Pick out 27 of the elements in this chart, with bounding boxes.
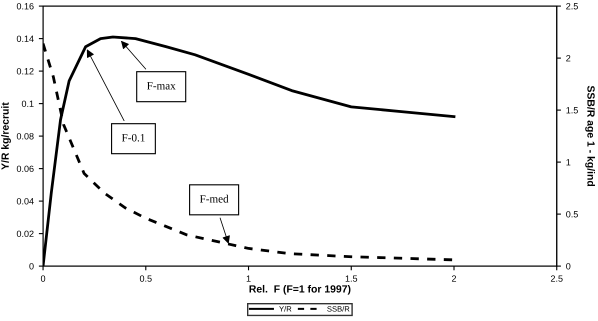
x-tick-label: 1.5 — [346, 275, 358, 282]
x-axis-title: Rel. F (F=1 for 1997) — [250, 284, 350, 295]
y-tick-label: 0 — [29, 263, 34, 270]
y2-tick-label: 1.5 — [566, 107, 578, 114]
y2-axis-title: SSB/R age 1 - kg/ind — [585, 86, 595, 186]
y-tick-label: 0.1 — [22, 100, 34, 107]
y-tick-label: 0.16 — [16, 3, 34, 10]
x-tick-label: 1 — [246, 275, 251, 282]
y-tick-label: 0.12 — [16, 68, 34, 74]
annotation: F-med — [200, 194, 228, 203]
y-tick-label: 0.04 — [16, 198, 34, 204]
y2-tick-label: 0 — [566, 263, 570, 270]
x-tick-label: 0 — [40, 275, 46, 282]
y2-tick-label: 1 — [566, 159, 570, 166]
y-tick-label: 0.02 — [16, 230, 34, 237]
y2-tick-label: 0.5 — [566, 211, 578, 218]
x-tick-label: 2.5 — [550, 275, 563, 282]
y2-tick-label: 2.5 — [566, 3, 578, 10]
x-tick-label: 2 — [452, 275, 456, 282]
annotation: F-0.1 — [122, 134, 145, 142]
y2-tick-label: 2 — [566, 55, 570, 62]
y-tick-label: 0.08 — [16, 133, 34, 140]
y-tick-label: 0.14 — [16, 36, 34, 42]
x-tick-label: 0.5 — [140, 275, 152, 282]
y-tick-label: 0.06 — [16, 166, 34, 172]
y-axis-title: Y/R kg/recruit — [1, 102, 11, 170]
annotation: F-max — [147, 82, 176, 90]
